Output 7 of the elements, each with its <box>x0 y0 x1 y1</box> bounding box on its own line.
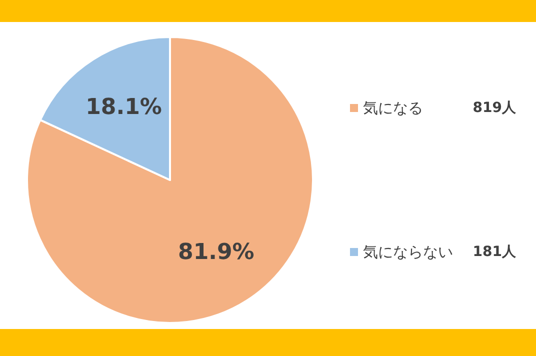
legend-label: 気にならない <box>363 243 453 261</box>
legend-label: 気になる <box>363 99 423 117</box>
data-label: 81.9% <box>178 240 254 265</box>
text: 181人 <box>472 244 517 260</box>
pie-slice <box>26 36 314 324</box>
text: 819人 <box>472 100 517 116</box>
data-label: 18.1% <box>86 95 162 120</box>
